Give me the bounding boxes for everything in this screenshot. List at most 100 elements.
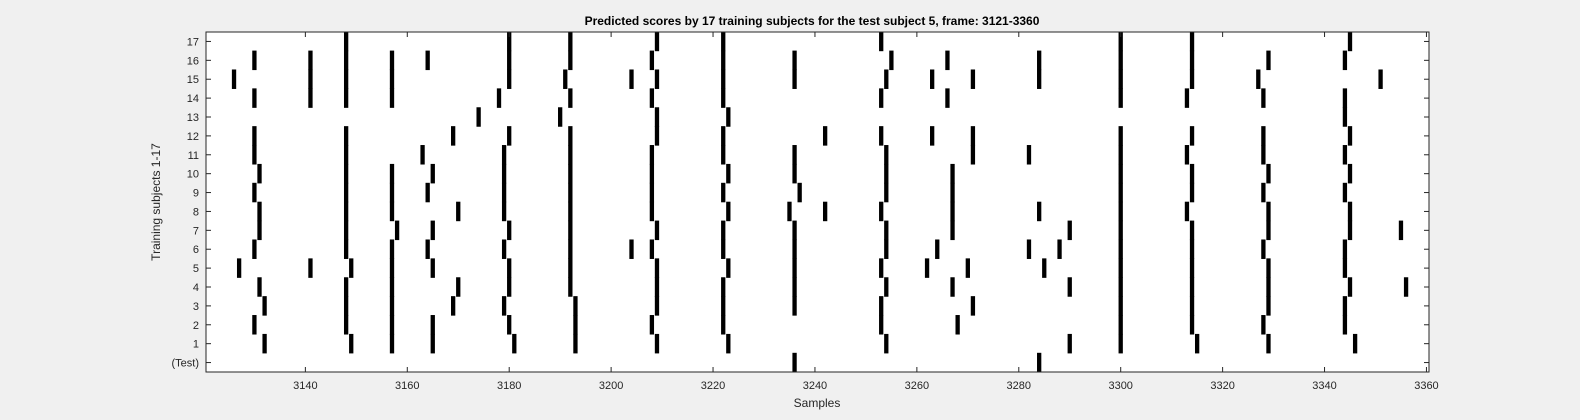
- score-mark: [649, 88, 655, 108]
- score-mark: [792, 145, 797, 165]
- score-mark: [1342, 315, 1348, 335]
- score-mark: [1256, 69, 1261, 89]
- x-tick-label: 3200: [599, 380, 623, 392]
- y-tick-label: 14: [187, 93, 199, 105]
- score-mark: [797, 182, 802, 203]
- score-mark: [884, 69, 889, 89]
- score-mark: [1189, 277, 1195, 297]
- score-mark: [501, 145, 507, 165]
- score-mark: [568, 239, 573, 259]
- score-mark: [430, 163, 435, 184]
- x-tick-label: 3340: [1312, 380, 1336, 392]
- x-tick-label: 3260: [905, 380, 929, 392]
- score-mark: [1042, 258, 1047, 278]
- score-mark: [1037, 50, 1042, 71]
- score-mark: [257, 201, 262, 222]
- score-mark: [1347, 201, 1353, 222]
- score-mark: [425, 239, 430, 259]
- score-mark: [573, 333, 578, 354]
- y-tick-label: 5: [193, 263, 199, 275]
- score-mark: [792, 163, 797, 184]
- score-mark: [568, 126, 573, 146]
- score-mark: [1342, 258, 1348, 278]
- score-mark: [389, 315, 395, 335]
- score-mark: [343, 88, 349, 108]
- y-tick-label: 6: [193, 244, 199, 256]
- score-mark: [649, 50, 655, 71]
- score-mark: [389, 277, 395, 297]
- score-mark: [1189, 239, 1195, 259]
- score-mark: [654, 277, 660, 297]
- score-mark: [507, 126, 512, 146]
- score-mark: [389, 69, 395, 89]
- score-mark: [568, 258, 573, 278]
- score-mark: [568, 201, 573, 222]
- x-tick-label: 3320: [1210, 380, 1234, 392]
- score-mark: [1037, 352, 1042, 373]
- score-mark: [950, 220, 955, 241]
- score-mark: [507, 315, 512, 335]
- score-mark: [945, 50, 950, 71]
- score-mark: [501, 201, 507, 222]
- score-mark: [654, 333, 660, 354]
- score-mark: [456, 201, 461, 222]
- score-mark: [721, 239, 726, 259]
- score-mark: [721, 182, 726, 203]
- score-mark: [721, 126, 726, 146]
- x-tick-label: 3280: [1007, 380, 1031, 392]
- score-mark: [822, 201, 828, 222]
- score-mark: [343, 31, 349, 52]
- score-mark: [501, 163, 507, 184]
- score-mark: [955, 315, 960, 335]
- score-mark: [726, 201, 731, 222]
- score-mark: [507, 277, 512, 297]
- score-mark: [1189, 220, 1195, 241]
- y-tick-label: 12: [187, 131, 199, 143]
- score-mark: [343, 296, 349, 316]
- score-mark: [970, 296, 976, 316]
- score-mark: [726, 163, 731, 184]
- y-tick-label: 15: [187, 74, 199, 86]
- score-mark: [343, 277, 349, 297]
- score-mark: [389, 88, 395, 108]
- score-mark: [1026, 145, 1032, 165]
- score-mark: [721, 31, 726, 52]
- score-mark: [1266, 50, 1271, 71]
- score-mark: [343, 220, 349, 241]
- score-mark: [950, 163, 955, 184]
- y-tick-label: 8: [193, 206, 199, 218]
- score-mark: [654, 31, 660, 52]
- score-mark: [349, 258, 354, 278]
- score-mark: [343, 69, 349, 89]
- score-mark: [1118, 239, 1123, 259]
- score-mark: [308, 88, 313, 108]
- score-mark: [889, 50, 894, 71]
- score-mark: [792, 50, 797, 71]
- score-mark: [252, 126, 257, 146]
- score-mark: [252, 145, 257, 165]
- score-mark: [389, 50, 395, 71]
- x-axis-label: Samples: [794, 396, 841, 410]
- score-mark: [1352, 333, 1358, 354]
- score-mark: [654, 126, 660, 146]
- score-mark: [1118, 201, 1123, 222]
- score-mark: [1189, 50, 1195, 71]
- score-mark: [389, 296, 395, 316]
- score-mark: [1118, 258, 1123, 278]
- score-mark: [1067, 277, 1072, 297]
- score-mark: [654, 296, 660, 316]
- score-mark: [343, 315, 349, 335]
- score-mark: [558, 107, 563, 127]
- score-mark: [721, 50, 726, 71]
- score-mark: [1261, 315, 1266, 335]
- score-mark: [1118, 126, 1123, 146]
- score-mark: [1266, 201, 1271, 222]
- x-tick-label: 3240: [803, 380, 827, 392]
- score-mark: [1347, 163, 1353, 184]
- score-mark: [1266, 220, 1271, 241]
- score-mark: [425, 50, 430, 71]
- score-mark: [970, 69, 976, 89]
- score-mark: [879, 31, 884, 52]
